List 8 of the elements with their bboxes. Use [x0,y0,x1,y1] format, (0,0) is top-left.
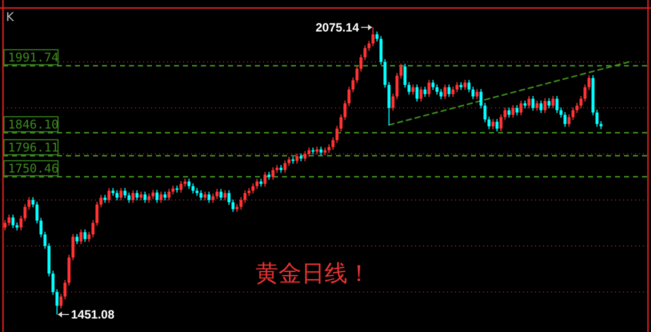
annotation: 黄金日线！ [256,261,370,287]
ref-line-label: 1846.10 [8,118,59,132]
annotation: 2075.14 [316,20,360,34]
ref-line-label: 1750.46 [8,162,59,176]
annotation: 1451.08 [71,307,115,322]
ref-line-label: 1991.74 [8,50,59,65]
annotation: K [6,10,15,24]
ref-line-label: 1796.11 [8,140,59,155]
